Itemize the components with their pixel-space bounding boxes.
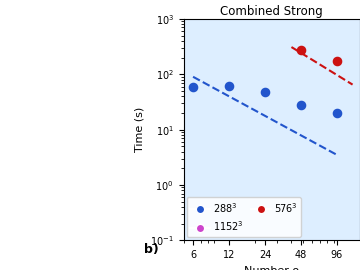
Text: b): b) [144, 244, 158, 256]
Point [190, 85, 196, 89]
Point [262, 90, 268, 94]
Legend: 288$^3$, 1152$^3$, 576$^3$: 288$^3$, 1152$^3$, 576$^3$ [186, 197, 301, 237]
Title: Combined Strong: Combined Strong [220, 5, 323, 18]
Point [298, 48, 304, 53]
X-axis label: Number o: Number o [244, 266, 300, 270]
Point [334, 111, 340, 115]
Point [334, 59, 340, 63]
Point [226, 84, 232, 88]
Point [298, 103, 304, 107]
Y-axis label: Time (s): Time (s) [135, 107, 144, 152]
